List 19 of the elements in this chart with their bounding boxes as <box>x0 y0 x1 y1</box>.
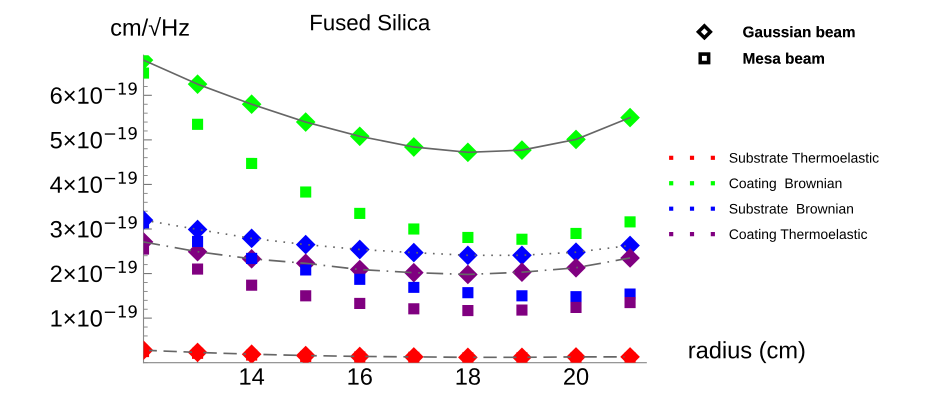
y-tick-label: 5×10$^{−19}$ <box>50 126 137 148</box>
text: Mesa beam <box>744 52 824 64</box>
x-axis-title: radius (cm) <box>689 341 804 364</box>
legend-label: Coating Thermoelastic <box>730 228 868 242</box>
legend-label: Substrate Thermoelastic <box>729 152 879 163</box>
x-tick-label: 14 <box>240 368 264 385</box>
x-tick-label: 20 <box>564 368 588 385</box>
x-tick-label: 18 <box>456 368 480 385</box>
text: Gaussian beam <box>743 26 855 38</box>
y-tick-label: 4×10$^{−19}$ <box>50 172 137 194</box>
y-tick-label: 1×10$^{−19}$ <box>51 305 137 327</box>
y-tick-label: 6×10$^{−19}$ <box>50 82 137 104</box>
x-tick-label: 16 <box>348 368 372 385</box>
legend-label: Substrate Brownian <box>729 203 853 214</box>
y-tick-label: 3×10$^{−19}$ <box>50 216 137 238</box>
y-axis-title: cm/√Hz <box>111 16 189 36</box>
y-tick-label: 2×10$^{−19}$ <box>50 260 137 282</box>
legend-label: Coating Brownian <box>730 178 842 191</box>
chart-title: Fused Silica <box>311 14 430 30</box>
